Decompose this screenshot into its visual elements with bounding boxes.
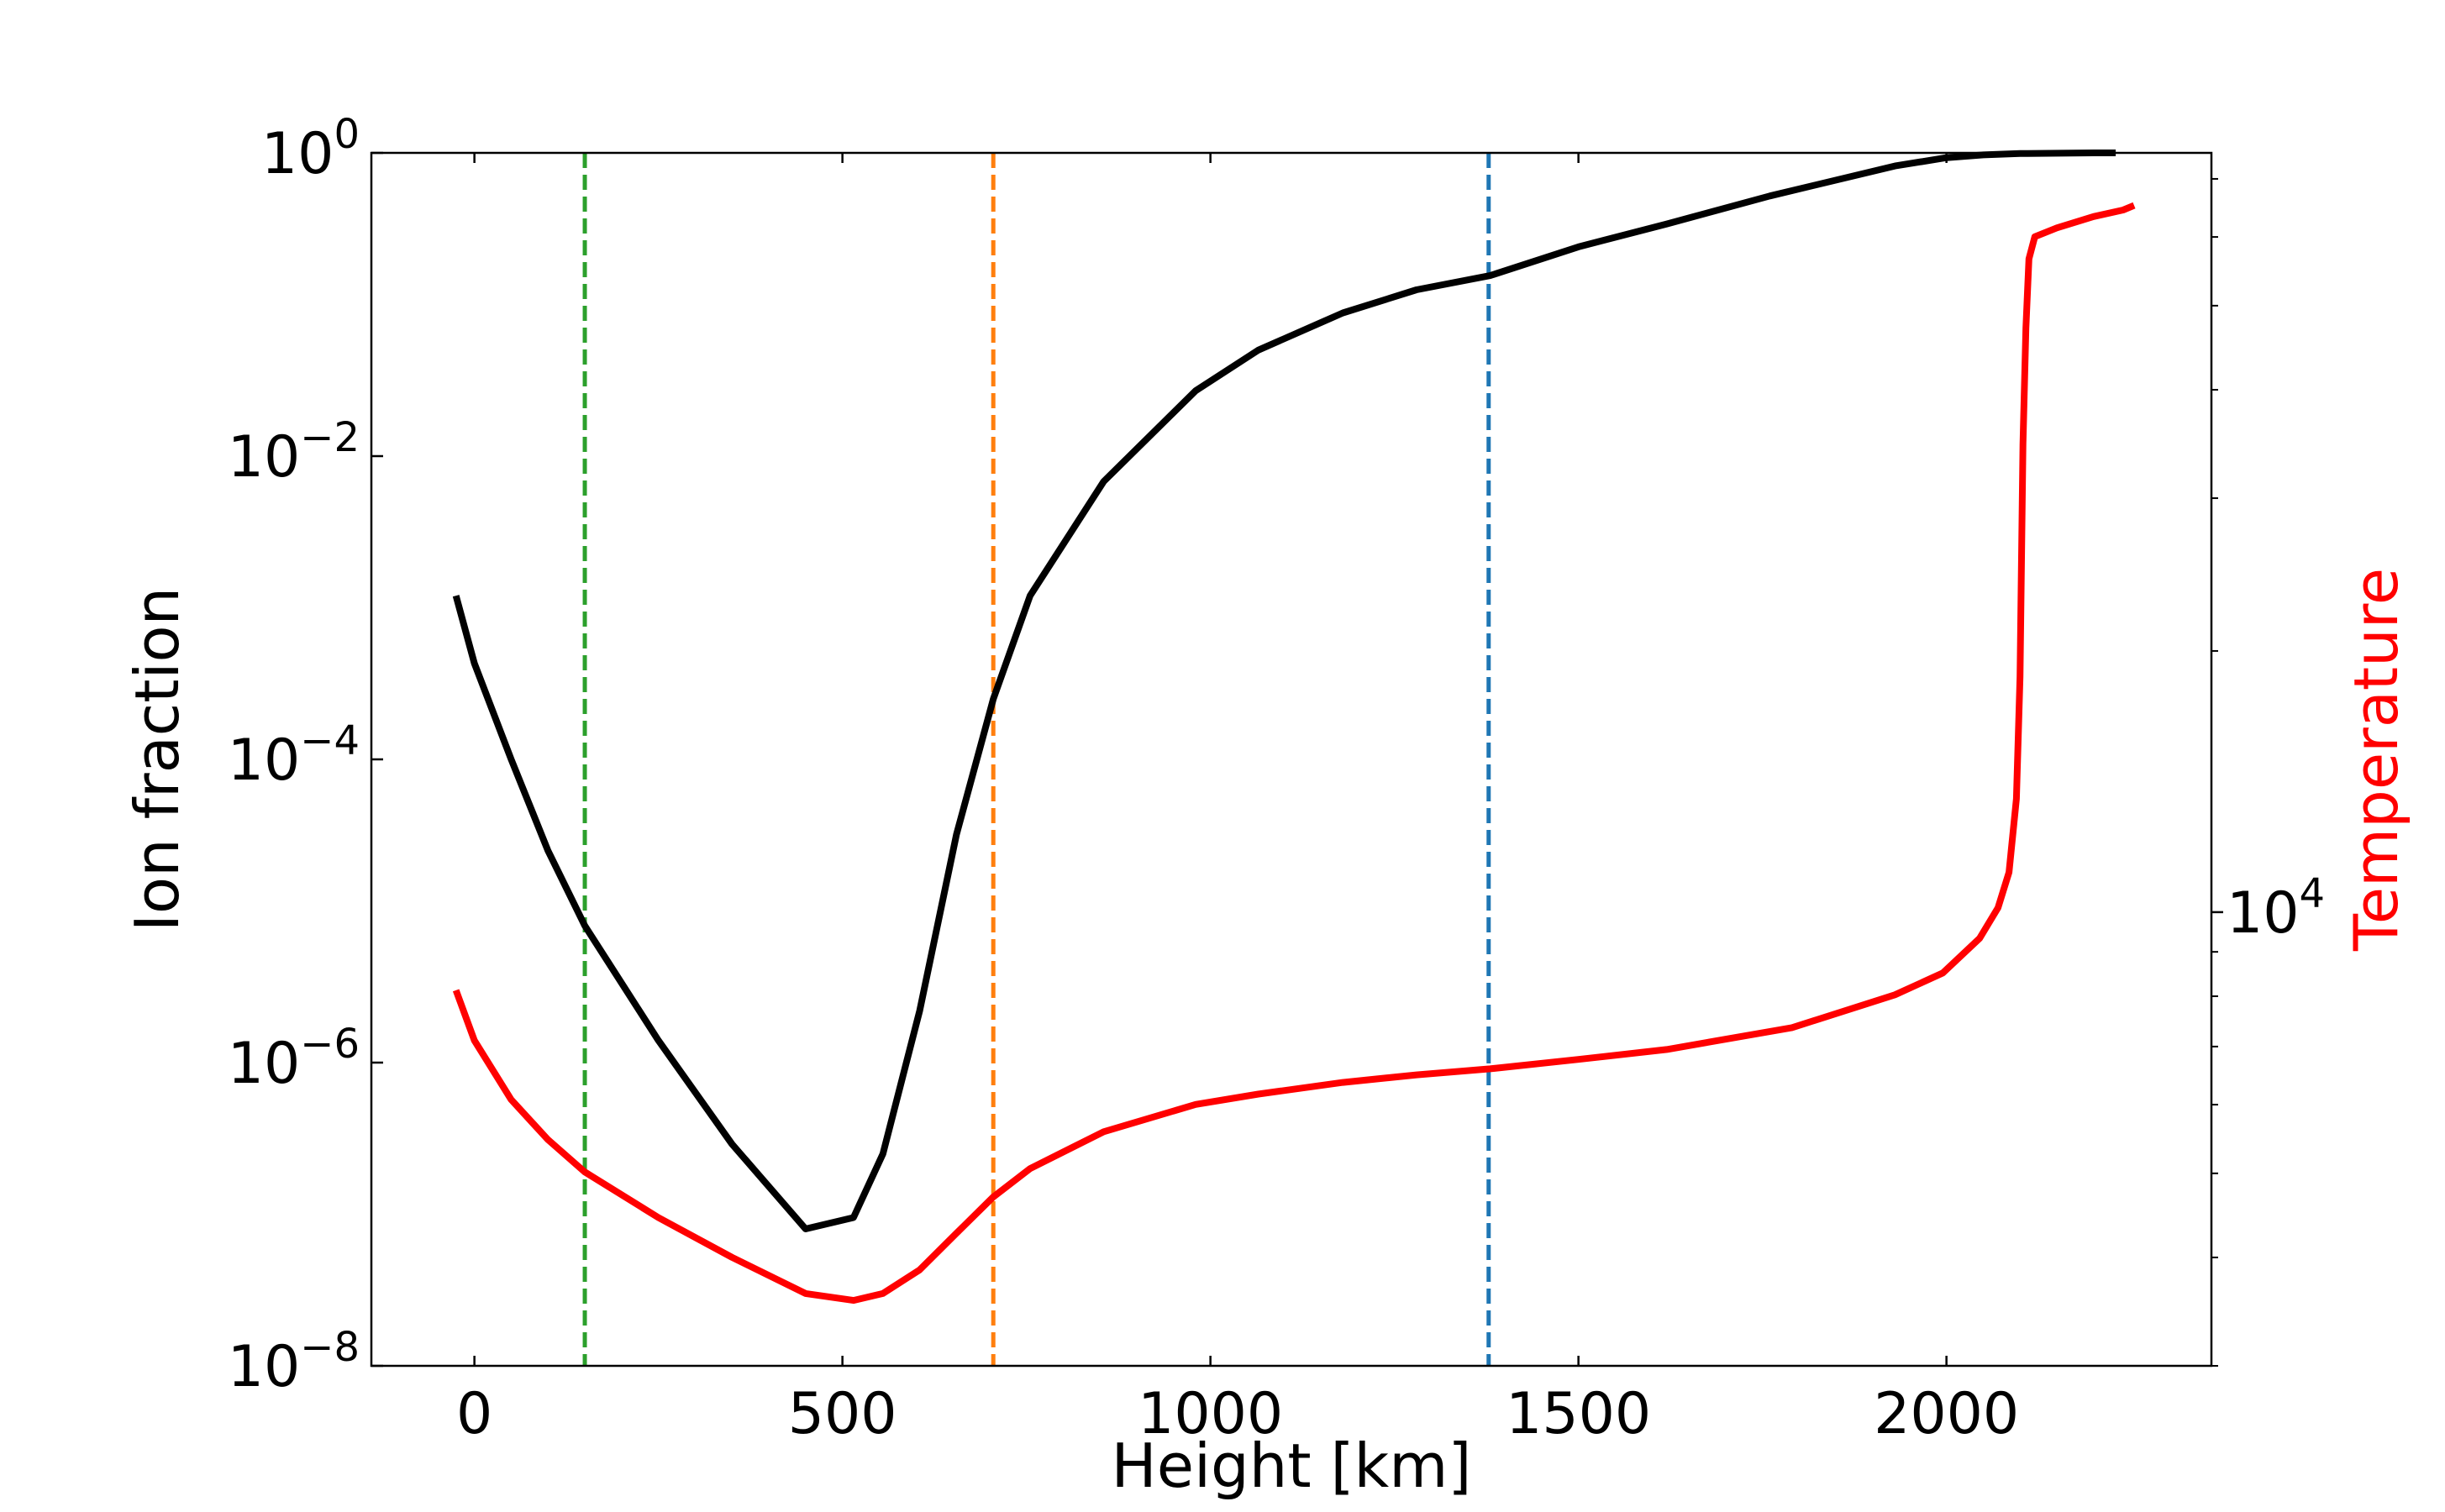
tick-base: 10 <box>228 424 301 491</box>
x-tick-label: 2000 <box>1874 1381 2019 1447</box>
y-axis-label-right: Temperature <box>2341 568 2411 952</box>
tick-exponent: −4 <box>300 717 360 764</box>
y-tick-label-left: 100 <box>261 111 360 187</box>
temperature-line <box>452 202 2136 1305</box>
ion-fraction-line <box>452 150 2116 1232</box>
x-axis-label: Height [km] <box>1112 1431 1472 1501</box>
tick-exponent: −8 <box>300 1324 360 1371</box>
tick-base: 10 <box>261 121 334 187</box>
tick-exponent: −6 <box>300 1021 360 1068</box>
x-tick-label: 0 <box>456 1381 492 1447</box>
y-tick-label-left: 10−6 <box>228 1021 360 1097</box>
tick-base: 10 <box>228 1031 301 1097</box>
tick-exponent: 0 <box>334 111 360 158</box>
tick-exponent: 4 <box>2300 870 2326 917</box>
y-tick-label-left: 10−8 <box>228 1324 360 1400</box>
plot-area <box>452 150 2136 1366</box>
tick-exponent: −2 <box>300 414 360 461</box>
tick-base: 10 <box>2227 880 2300 947</box>
tick-base: 10 <box>228 1334 301 1400</box>
y-tick-label-right: 104 <box>2227 870 2325 947</box>
tick-base: 10 <box>228 727 301 794</box>
x-tick-label: 1500 <box>1506 1381 1651 1447</box>
y-axis-label-left: Ion fraction <box>122 587 192 932</box>
y-tick-label-left: 10−4 <box>228 717 360 794</box>
x-tick-label: 500 <box>788 1381 897 1447</box>
y-tick-label-left: 10−2 <box>228 414 360 491</box>
x-tick-label: 1000 <box>1138 1381 1283 1447</box>
